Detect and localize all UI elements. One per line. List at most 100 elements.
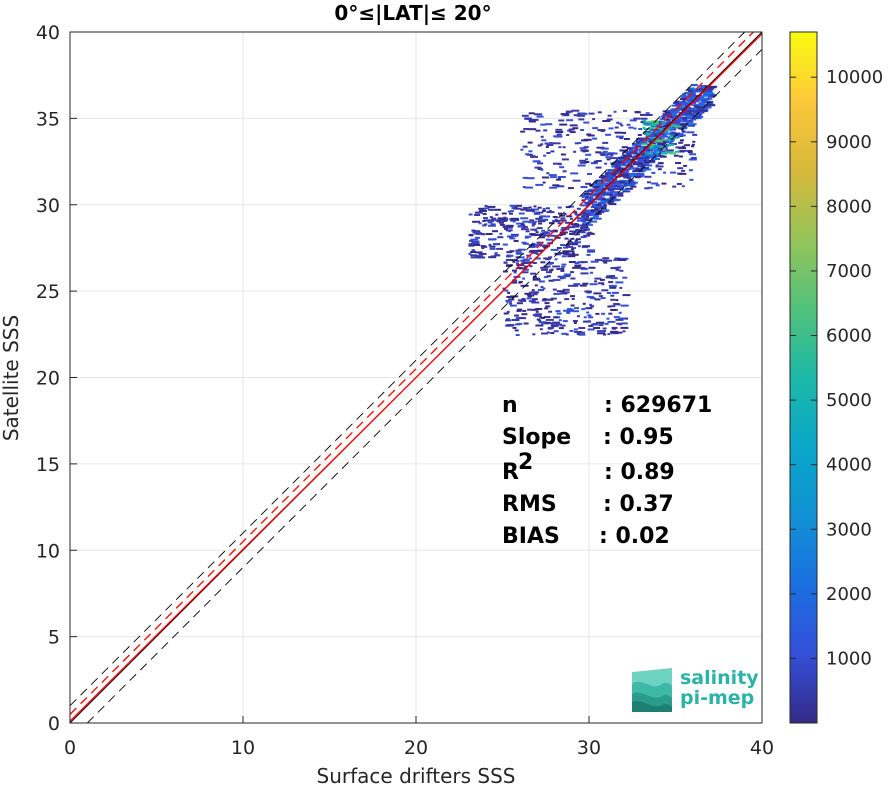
density-cell bbox=[540, 266, 549, 269]
density-cell bbox=[570, 172, 579, 175]
density-cell bbox=[595, 160, 602, 162]
density-cell bbox=[690, 117, 697, 120]
density-cell bbox=[707, 103, 714, 105]
density-cell bbox=[564, 237, 569, 240]
density-cell bbox=[534, 284, 538, 287]
density-cell bbox=[685, 123, 691, 126]
density-cell bbox=[517, 322, 523, 325]
density-cell bbox=[542, 298, 547, 301]
density-cell bbox=[509, 204, 517, 207]
density-cell bbox=[599, 278, 605, 281]
density-cell bbox=[564, 298, 570, 301]
density-cell bbox=[558, 146, 562, 149]
density-cell bbox=[520, 223, 525, 226]
density-cell bbox=[587, 328, 595, 331]
density-cell bbox=[545, 123, 553, 126]
density-cell bbox=[652, 127, 660, 130]
density-cell bbox=[633, 163, 640, 166]
density-cell bbox=[470, 251, 477, 253]
density-cell bbox=[540, 123, 547, 126]
density-cell bbox=[526, 297, 532, 300]
density-cell bbox=[615, 299, 619, 302]
stat-value: : 0.89 bbox=[604, 460, 675, 485]
density-cell bbox=[565, 110, 573, 113]
density-cell bbox=[540, 286, 544, 289]
y-tick-label: 35 bbox=[36, 108, 60, 130]
density-cell bbox=[655, 184, 660, 187]
density-cell bbox=[598, 202, 606, 205]
density-cell bbox=[594, 197, 603, 200]
density-cell bbox=[557, 178, 561, 180]
density-cell bbox=[600, 130, 605, 133]
density-cell bbox=[607, 292, 611, 294]
density-cell bbox=[592, 194, 600, 197]
density-cell bbox=[594, 208, 599, 211]
density-cell bbox=[655, 165, 664, 168]
density-cell bbox=[639, 146, 643, 149]
density-cell bbox=[587, 212, 591, 215]
density-cell bbox=[522, 261, 531, 264]
density-cell bbox=[543, 154, 547, 157]
density-cell bbox=[655, 145, 663, 148]
density-cell bbox=[508, 230, 511, 233]
density-cell bbox=[518, 225, 524, 228]
density-cell bbox=[592, 118, 596, 121]
density-cell bbox=[491, 217, 497, 220]
density-cell bbox=[640, 139, 647, 142]
density-cell bbox=[580, 236, 587, 238]
density-cell bbox=[532, 251, 538, 254]
density-cell bbox=[620, 326, 629, 329]
density-cell bbox=[647, 164, 653, 167]
density-cell bbox=[668, 152, 676, 155]
density-cell bbox=[513, 271, 517, 274]
density-cell bbox=[611, 152, 618, 155]
density-cell bbox=[600, 210, 609, 212]
density-cell bbox=[587, 134, 595, 137]
density-cell bbox=[530, 291, 539, 294]
density-cell bbox=[673, 154, 679, 157]
density-cell bbox=[597, 190, 602, 193]
density-cell bbox=[548, 279, 555, 282]
density-cell bbox=[538, 280, 545, 283]
density-cell bbox=[663, 115, 669, 117]
density-cell bbox=[584, 161, 590, 163]
density-cell bbox=[632, 167, 640, 170]
density-cell bbox=[596, 179, 604, 182]
density-cell bbox=[548, 222, 553, 225]
density-cell bbox=[548, 256, 553, 259]
density-cell bbox=[549, 234, 555, 237]
density-cell bbox=[541, 299, 547, 302]
density-cell bbox=[636, 139, 640, 142]
density-cell bbox=[529, 265, 533, 268]
density-cell bbox=[502, 243, 508, 246]
density-cell bbox=[622, 131, 627, 134]
density-cell bbox=[598, 176, 606, 179]
density-cell bbox=[527, 308, 533, 311]
density-cell bbox=[567, 255, 576, 258]
density-cell bbox=[593, 160, 597, 163]
density-cell bbox=[542, 287, 546, 290]
density-cell bbox=[700, 96, 705, 98]
density-cell bbox=[698, 113, 703, 116]
density-cell bbox=[522, 176, 528, 179]
density-cell bbox=[561, 276, 567, 279]
density-cell bbox=[506, 318, 510, 321]
density-cell bbox=[610, 174, 615, 177]
density-cell bbox=[649, 144, 657, 146]
density-cell bbox=[587, 314, 592, 317]
density-cell bbox=[586, 190, 595, 193]
density-cell bbox=[561, 263, 567, 266]
density-cell bbox=[649, 129, 656, 132]
density-cell bbox=[680, 124, 685, 127]
density-cell bbox=[616, 159, 624, 162]
density-cell bbox=[582, 150, 586, 153]
density-cell bbox=[552, 279, 561, 281]
density-cell bbox=[646, 149, 651, 151]
density-cell bbox=[565, 244, 570, 246]
density-cell bbox=[580, 227, 586, 230]
density-cell bbox=[683, 164, 688, 167]
density-cell bbox=[512, 206, 518, 209]
density-cell bbox=[633, 155, 639, 158]
density-cell bbox=[512, 220, 516, 223]
density-cell bbox=[583, 121, 590, 124]
